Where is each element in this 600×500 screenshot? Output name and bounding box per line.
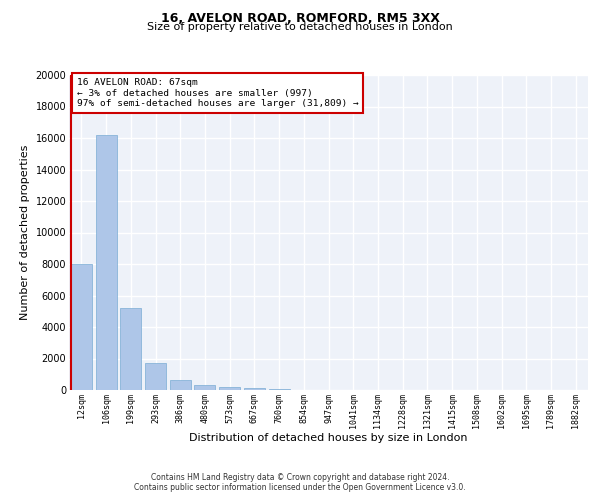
Bar — [194, 385, 215, 390]
Text: Size of property relative to detached houses in London: Size of property relative to detached ho… — [147, 22, 453, 32]
Bar — [95, 135, 116, 390]
Bar — [145, 363, 166, 390]
Bar — [71, 264, 92, 390]
Text: 16, AVELON ROAD, ROMFORD, RM5 3XX: 16, AVELON ROAD, ROMFORD, RM5 3XX — [161, 12, 439, 26]
Bar — [219, 387, 240, 390]
Y-axis label: Number of detached properties: Number of detached properties — [20, 145, 30, 320]
Text: Contains HM Land Registry data © Crown copyright and database right 2024.
Contai: Contains HM Land Registry data © Crown c… — [134, 473, 466, 492]
Text: 16 AVELON ROAD: 67sqm
← 3% of detached houses are smaller (997)
97% of semi-deta: 16 AVELON ROAD: 67sqm ← 3% of detached h… — [77, 78, 359, 108]
X-axis label: Distribution of detached houses by size in London: Distribution of detached houses by size … — [189, 434, 468, 444]
Bar — [120, 308, 141, 390]
Bar — [269, 388, 290, 390]
Bar — [244, 388, 265, 390]
Bar — [170, 380, 191, 390]
